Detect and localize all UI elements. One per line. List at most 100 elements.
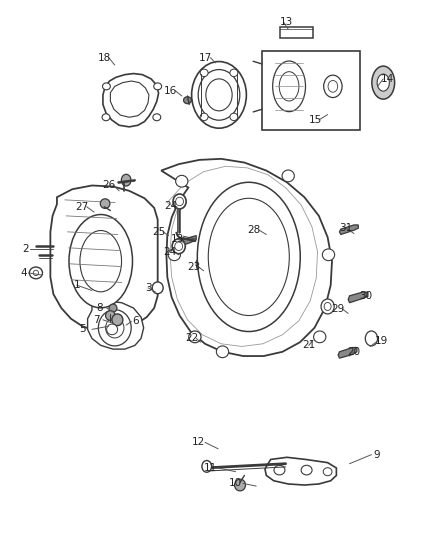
Text: 6: 6: [132, 317, 139, 326]
Polygon shape: [339, 225, 358, 235]
Polygon shape: [50, 185, 158, 332]
Ellipse shape: [121, 174, 131, 186]
Text: 12: 12: [191, 438, 205, 447]
Ellipse shape: [216, 346, 229, 358]
Ellipse shape: [202, 461, 212, 472]
Ellipse shape: [29, 267, 42, 279]
Text: 23: 23: [187, 262, 200, 271]
Ellipse shape: [80, 231, 122, 292]
Bar: [280, 27, 313, 38]
Ellipse shape: [154, 83, 162, 90]
Ellipse shape: [168, 249, 180, 261]
Polygon shape: [348, 292, 368, 303]
Ellipse shape: [153, 114, 161, 120]
Polygon shape: [252, 225, 275, 237]
Ellipse shape: [102, 83, 110, 90]
Text: 27: 27: [76, 202, 89, 212]
Text: 19: 19: [375, 336, 389, 346]
Text: 29: 29: [332, 304, 345, 314]
Ellipse shape: [321, 299, 334, 314]
Polygon shape: [88, 301, 144, 349]
Text: 16: 16: [164, 86, 177, 95]
Text: 30: 30: [359, 291, 372, 301]
Text: 31: 31: [339, 223, 353, 233]
Ellipse shape: [69, 215, 132, 308]
Text: 3: 3: [145, 283, 152, 293]
Ellipse shape: [173, 194, 186, 209]
Polygon shape: [100, 322, 125, 338]
Polygon shape: [338, 348, 357, 358]
Ellipse shape: [377, 74, 389, 91]
Ellipse shape: [176, 197, 184, 206]
Text: 14: 14: [381, 74, 394, 84]
Polygon shape: [182, 236, 196, 245]
Ellipse shape: [112, 314, 123, 326]
Text: 22: 22: [185, 334, 198, 343]
Ellipse shape: [172, 239, 185, 254]
Text: 13: 13: [171, 234, 184, 244]
Ellipse shape: [152, 282, 163, 294]
Text: 15: 15: [309, 115, 322, 125]
Text: 21: 21: [302, 341, 315, 350]
Ellipse shape: [314, 331, 326, 343]
Ellipse shape: [200, 69, 208, 77]
Text: 9: 9: [373, 450, 380, 459]
Ellipse shape: [324, 75, 342, 98]
Text: 13: 13: [280, 18, 293, 27]
Ellipse shape: [328, 80, 338, 92]
Ellipse shape: [107, 324, 117, 335]
Bar: [262, 51, 360, 130]
Polygon shape: [161, 159, 332, 356]
Ellipse shape: [100, 199, 110, 208]
Text: 5: 5: [79, 325, 86, 334]
Text: 26: 26: [102, 180, 115, 190]
Ellipse shape: [279, 71, 299, 101]
Ellipse shape: [184, 96, 191, 103]
Text: 2: 2: [22, 245, 29, 254]
Ellipse shape: [372, 66, 395, 99]
Text: 7: 7: [93, 315, 100, 325]
Polygon shape: [196, 249, 211, 269]
Ellipse shape: [200, 113, 208, 120]
Text: 4: 4: [21, 268, 28, 278]
Ellipse shape: [324, 302, 331, 310]
Ellipse shape: [189, 331, 201, 343]
Text: 24: 24: [164, 201, 177, 211]
Ellipse shape: [192, 61, 246, 128]
Text: 8: 8: [96, 303, 103, 312]
Text: 25: 25: [152, 227, 165, 237]
Ellipse shape: [230, 69, 238, 77]
Ellipse shape: [230, 113, 238, 120]
Polygon shape: [265, 457, 336, 485]
Text: 18: 18: [98, 53, 111, 62]
Ellipse shape: [176, 175, 188, 187]
Ellipse shape: [109, 304, 117, 312]
Text: 10: 10: [229, 479, 242, 488]
Polygon shape: [110, 81, 149, 117]
Ellipse shape: [106, 318, 124, 338]
Ellipse shape: [206, 79, 232, 111]
Ellipse shape: [274, 465, 285, 475]
Polygon shape: [103, 74, 159, 127]
Ellipse shape: [102, 114, 110, 120]
Text: 24: 24: [163, 247, 177, 256]
Ellipse shape: [301, 465, 312, 475]
Text: 17: 17: [199, 53, 212, 62]
Ellipse shape: [272, 61, 306, 112]
Ellipse shape: [322, 249, 335, 261]
Ellipse shape: [198, 69, 240, 120]
Text: 11: 11: [204, 463, 217, 473]
Ellipse shape: [208, 198, 289, 316]
Text: 28: 28: [247, 225, 261, 235]
Ellipse shape: [323, 468, 332, 476]
Ellipse shape: [235, 479, 245, 491]
Ellipse shape: [175, 242, 183, 251]
Ellipse shape: [98, 310, 131, 346]
Text: 1: 1: [73, 280, 80, 290]
Ellipse shape: [365, 331, 378, 346]
Ellipse shape: [33, 270, 39, 276]
Ellipse shape: [106, 311, 115, 320]
Ellipse shape: [282, 170, 294, 182]
Ellipse shape: [197, 182, 300, 332]
Text: 20: 20: [347, 347, 360, 357]
